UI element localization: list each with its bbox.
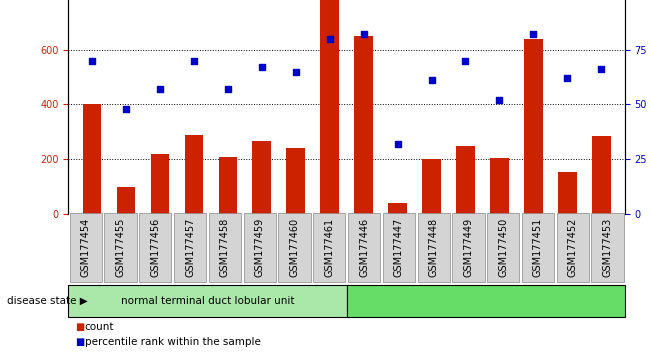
Point — [324, 36, 335, 41]
Text: count: count — [85, 322, 114, 332]
Bar — [490, 158, 508, 214]
Text: GSM177452: GSM177452 — [568, 218, 578, 278]
Bar — [83, 104, 102, 214]
Point — [256, 64, 267, 70]
Point — [460, 58, 471, 63]
Bar — [456, 145, 475, 214]
Text: GSM177457: GSM177457 — [185, 218, 195, 278]
Text: GSM177456: GSM177456 — [150, 218, 160, 278]
Text: GSM177446: GSM177446 — [359, 218, 369, 278]
Bar — [592, 136, 611, 214]
Text: normal terminal duct lobular unit: normal terminal duct lobular unit — [120, 296, 294, 306]
Bar — [354, 36, 373, 214]
Text: GSM177449: GSM177449 — [464, 218, 473, 278]
Point — [223, 86, 233, 92]
Point — [155, 86, 165, 92]
Text: disease state ▶: disease state ▶ — [7, 296, 87, 306]
Bar — [388, 203, 407, 214]
Bar — [185, 135, 203, 214]
Text: GSM177461: GSM177461 — [324, 218, 334, 278]
Bar — [150, 154, 169, 214]
Text: GSM177447: GSM177447 — [394, 218, 404, 278]
Text: ■: ■ — [75, 337, 84, 347]
Text: GSM177450: GSM177450 — [498, 218, 508, 278]
Text: percentile rank within the sample: percentile rank within the sample — [85, 337, 260, 347]
Point — [494, 97, 505, 103]
Bar — [524, 39, 543, 214]
Bar — [253, 142, 271, 214]
Bar — [422, 159, 441, 214]
Text: GSM177448: GSM177448 — [428, 218, 439, 278]
Point — [393, 141, 403, 147]
Point — [121, 106, 132, 112]
Point — [359, 32, 369, 37]
Bar — [286, 148, 305, 214]
Point — [528, 32, 538, 37]
Bar — [117, 187, 135, 214]
Text: GSM177451: GSM177451 — [533, 218, 543, 278]
Text: GSM177455: GSM177455 — [115, 218, 126, 278]
Point — [290, 69, 301, 74]
Point — [87, 58, 97, 63]
Point — [189, 58, 199, 63]
Text: GSM177458: GSM177458 — [220, 218, 230, 278]
Point — [596, 67, 607, 72]
Bar — [558, 172, 577, 214]
Text: GSM177460: GSM177460 — [290, 218, 299, 278]
Text: GSM177459: GSM177459 — [255, 218, 265, 278]
Text: ■: ■ — [75, 322, 84, 332]
Text: GSM177453: GSM177453 — [603, 218, 613, 278]
Bar — [320, 0, 339, 214]
Point — [426, 78, 437, 83]
Point — [562, 75, 572, 81]
Text: GSM177454: GSM177454 — [81, 218, 90, 278]
Bar — [219, 156, 237, 214]
